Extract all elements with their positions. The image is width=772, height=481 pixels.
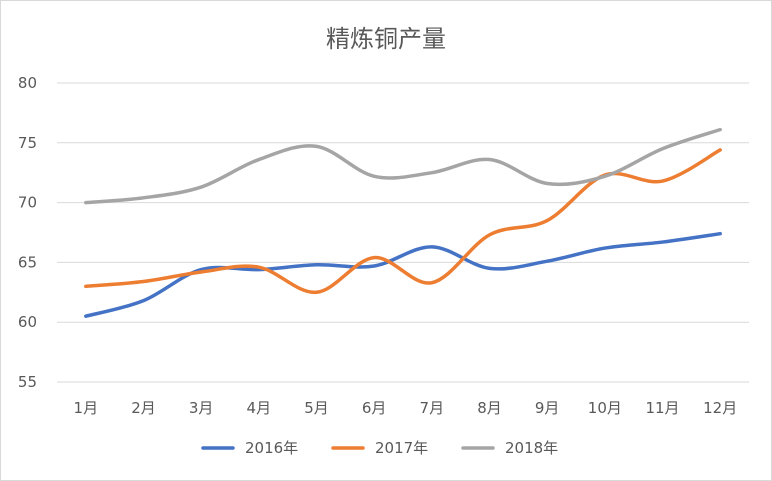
y-tick-label: 65 (18, 253, 37, 271)
x-tick-label: 10月 (588, 399, 622, 417)
y-axis-ticks: 55 60 65 70 75 80 (18, 74, 37, 391)
series-line-2 (84, 148, 722, 295)
x-tick-label: 6月 (362, 399, 387, 417)
legend-label: 2018年 (505, 439, 558, 457)
x-tick-label: 8月 (477, 399, 502, 417)
x-tick-label: 5月 (304, 399, 329, 417)
grid-lines (57, 82, 749, 383)
series-lines (84, 127, 722, 318)
y-tick-label: 55 (18, 373, 37, 391)
y-tick-label: 70 (18, 194, 37, 212)
x-axis-ticks: 1月 2月 3月 4月 5月 6月 7月 8月 9月 10月 11月 12月 (74, 399, 738, 417)
x-tick-label: 11月 (645, 399, 679, 417)
legend-label: 2017年 (375, 439, 428, 457)
x-tick-label: 9月 (535, 399, 560, 417)
chart-title: 精炼铜产量 (326, 25, 446, 53)
series-line-3 (84, 127, 722, 205)
y-tick-label: 75 (18, 134, 37, 152)
x-tick-label: 3月 (189, 399, 214, 417)
y-tick-label: 80 (18, 74, 37, 92)
legend-label: 2016年 (245, 439, 298, 457)
x-tick-label: 1月 (74, 399, 99, 417)
x-tick-label: 4月 (247, 399, 272, 417)
x-tick-label: 2月 (131, 399, 156, 417)
y-tick-label: 60 (18, 313, 37, 331)
legend: 2016年 2017年 2018年 (201, 439, 558, 457)
x-tick-label: 12月 (703, 399, 737, 417)
x-tick-label: 7月 (420, 399, 445, 417)
